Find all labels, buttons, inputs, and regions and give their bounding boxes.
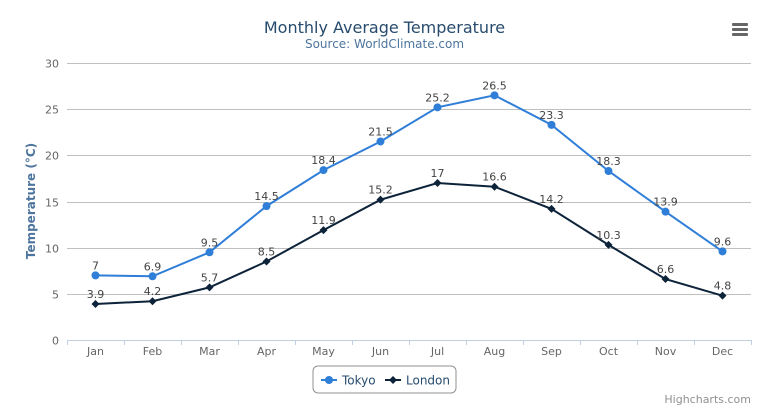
y-tick-label: 5: [52, 289, 59, 302]
data-point-tokyo: [718, 247, 727, 256]
chart-subtitle: Source: WorldClimate.com: [305, 37, 464, 51]
data-label-london: 3.9: [87, 288, 105, 301]
y-tick-label: 10: [45, 243, 59, 256]
data-point-london: [490, 182, 499, 191]
data-label-london: 10.3: [596, 229, 621, 242]
y-tick-label: 25: [45, 104, 59, 117]
data-point-tokyo: [547, 120, 556, 129]
y-tick-label: 20: [45, 150, 59, 163]
data-label-london: 11.9: [311, 214, 336, 227]
x-tick-label: May: [312, 345, 335, 358]
x-tick-label: Apr: [257, 345, 277, 358]
export-menu-button[interactable]: [732, 23, 748, 36]
data-point-tokyo: [604, 167, 613, 176]
data-point-london: [433, 179, 442, 188]
data-label-london: 15.2: [368, 184, 393, 197]
data-point-tokyo: [91, 271, 100, 280]
x-tick-label: Feb: [143, 345, 162, 358]
data-label-tokyo: 13.9: [653, 196, 678, 209]
x-tick-label: Jun: [371, 345, 389, 358]
y-tick-label: 30: [45, 58, 59, 71]
y-axis-title: Temperature (°C): [24, 143, 38, 259]
data-point-tokyo: [262, 202, 271, 211]
data-label-tokyo: 21.5: [368, 125, 393, 138]
data-point-london: [718, 291, 727, 300]
data-point-london: [376, 195, 385, 204]
hamburger-menu-icon: [732, 23, 748, 36]
data-point-tokyo: [433, 103, 442, 112]
data-label-tokyo: 18.3: [596, 155, 621, 168]
data-label-tokyo: 9.6: [714, 235, 732, 248]
data-point-tokyo: [490, 91, 499, 100]
data-label-tokyo: 9.5: [201, 236, 219, 249]
legend: Tokyo London: [312, 365, 457, 394]
data-point-london: [604, 240, 613, 249]
data-label-tokyo: 6.9: [144, 260, 162, 273]
x-tick-label: Aug: [484, 345, 505, 358]
x-tick-label: Mar: [199, 345, 220, 358]
legend-label-london: London: [406, 374, 450, 388]
data-point-tokyo: [205, 248, 214, 257]
data-label-tokyo: 25.2: [425, 91, 450, 104]
diamond-marker-icon: [389, 376, 397, 384]
credits-link[interactable]: Highcharts.com: [664, 393, 751, 406]
data-label-tokyo: 23.3: [539, 109, 564, 122]
data-label-london: 16.6: [482, 171, 507, 184]
circle-marker-icon: [325, 376, 333, 384]
chart-title: Monthly Average Temperature: [264, 18, 505, 37]
data-point-london: [661, 275, 670, 284]
x-tick-label: Jan: [86, 345, 104, 358]
data-label-london: 6.6: [657, 263, 675, 276]
data-label-london: 14.2: [539, 193, 564, 206]
data-label-london: 4.8: [714, 280, 732, 293]
data-label-tokyo: 26.5: [482, 79, 507, 92]
data-point-london: [148, 297, 157, 306]
data-label-london: 17: [431, 167, 445, 180]
data-point-london: [91, 299, 100, 308]
series-line-london: [95, 181, 723, 305]
data-point-london: [319, 226, 328, 235]
x-tick-label: Nov: [655, 345, 677, 358]
x-tick-label: Dec: [712, 345, 733, 358]
legend-item-tokyo[interactable]: Tokyo: [321, 374, 376, 388]
x-tick-label: Jul: [430, 345, 444, 358]
data-point-tokyo: [661, 207, 670, 216]
data-label-london: 4.2: [144, 285, 162, 298]
data-label-london: 5.7: [201, 271, 219, 284]
data-point-tokyo: [376, 137, 385, 146]
y-tick-label: 0: [52, 335, 59, 348]
legend-label-tokyo: Tokyo: [341, 374, 376, 388]
x-tick-label: Oct: [599, 345, 619, 358]
x-tick-label: Sep: [541, 345, 562, 358]
data-label-tokyo: 14.5: [254, 190, 279, 203]
data-point-tokyo: [148, 272, 157, 281]
data-label-tokyo: 7: [92, 259, 99, 272]
data-point-tokyo: [319, 166, 328, 175]
data-label-london: 8.5: [258, 246, 276, 259]
data-point-london: [262, 257, 271, 266]
data-point-london: [547, 204, 556, 213]
series-line-tokyo: [95, 94, 724, 278]
legend-item-london[interactable]: London: [385, 374, 450, 388]
data-label-tokyo: 18.4: [311, 154, 336, 167]
y-tick-label: 15: [45, 197, 59, 210]
data-point-london: [205, 283, 214, 292]
